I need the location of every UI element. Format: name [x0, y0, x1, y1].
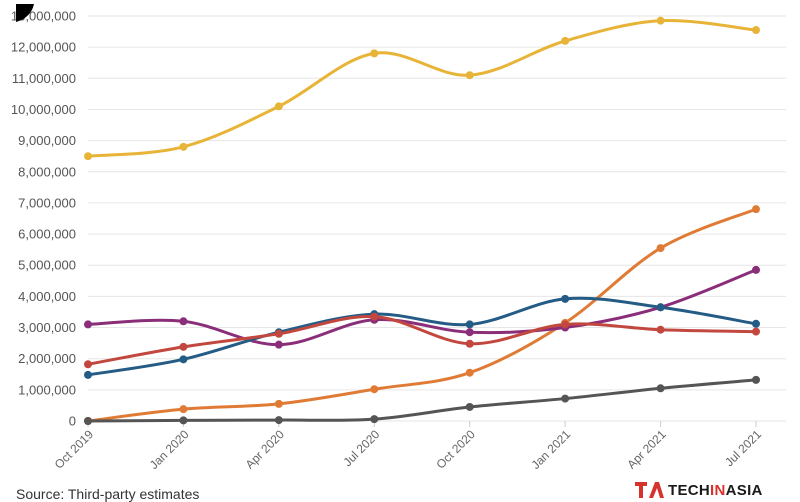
y-tick-label: 4,000,000 [18, 289, 76, 304]
data-point[interactable] [752, 375, 760, 384]
x-tick-label: Apr 2021 [624, 427, 669, 472]
x-tick-label: Jul 2020 [340, 427, 382, 469]
series-line-5 [87, 315, 757, 366]
data-point[interactable] [656, 325, 665, 334]
x-tick-label: Oct 2020 [433, 427, 478, 472]
data-point[interactable] [274, 329, 283, 338]
data-point[interactable] [561, 294, 570, 303]
series-line-6 [87, 378, 757, 423]
data-point[interactable] [752, 265, 760, 274]
series-line-3 [87, 268, 757, 347]
series-line-2 [87, 207, 757, 423]
techinasia-logo-text: TECHINASIA [668, 481, 763, 499]
y-tick-label: 0 [69, 414, 76, 429]
y-tick-label: 7,000,000 [18, 195, 76, 210]
y-tick-label: 12,000,000 [11, 40, 76, 55]
data-point[interactable] [465, 368, 474, 377]
data-point[interactable] [656, 244, 665, 253]
data-point[interactable] [274, 399, 283, 408]
data-point[interactable] [370, 385, 379, 394]
data-point[interactable] [752, 319, 760, 328]
data-point[interactable] [561, 394, 570, 403]
data-point[interactable] [179, 342, 188, 351]
data-point[interactable] [656, 384, 665, 393]
corner-mark-icon [16, 4, 34, 22]
data-point[interactable] [752, 26, 760, 35]
data-point[interactable] [656, 303, 665, 312]
y-tick-label: 2,000,000 [18, 351, 76, 366]
data-point[interactable] [274, 340, 283, 349]
x-tick-label: Jan 2020 [147, 427, 192, 472]
data-point[interactable] [465, 339, 474, 348]
data-point[interactable] [752, 205, 760, 214]
y-tick-label: 5,000,000 [18, 258, 76, 273]
x-tick-label: Jul 2021 [722, 427, 764, 469]
techinasia-logo-icon [635, 482, 664, 498]
y-tick-label: 6,000,000 [18, 227, 76, 242]
data-point[interactable] [656, 16, 665, 25]
x-tick-label: Jan 2021 [528, 427, 573, 472]
y-tick-label: 3,000,000 [18, 320, 76, 335]
data-point[interactable] [465, 71, 474, 80]
data-point[interactable] [561, 36, 570, 45]
data-point[interactable] [561, 320, 570, 329]
y-tick-label: 9,000,000 [18, 133, 76, 148]
data-point[interactable] [465, 328, 474, 337]
data-point[interactable] [274, 102, 283, 111]
data-point[interactable] [84, 370, 92, 379]
y-tick-label: 11,000,000 [12, 71, 76, 86]
x-tick-label: Oct 2019 [52, 427, 97, 472]
data-point[interactable] [84, 320, 92, 329]
data-point[interactable] [84, 360, 92, 369]
series-line-4 [87, 296, 757, 377]
techinasia-logo: TECHINASIA [634, 479, 763, 501]
data-point[interactable] [274, 416, 283, 425]
data-point[interactable] [179, 405, 188, 414]
data-point[interactable] [84, 152, 92, 161]
data-point[interactable] [84, 417, 92, 425]
y-tick-label: 10,000,000 [11, 102, 76, 117]
data-point[interactable] [752, 327, 760, 336]
data-point[interactable] [179, 416, 188, 425]
data-point[interactable] [370, 312, 379, 321]
data-point[interactable] [179, 355, 188, 364]
data-point[interactable] [179, 142, 188, 151]
source-note: Source: Third-party estimates [16, 486, 200, 502]
data-point[interactable] [370, 49, 379, 58]
x-tick-label: Apr 2020 [243, 427, 288, 472]
data-point[interactable] [179, 317, 188, 326]
series-line-1 [87, 18, 757, 158]
y-tick-label: 1,000,000 [18, 382, 76, 397]
data-point[interactable] [465, 320, 474, 329]
data-point[interactable] [465, 402, 474, 411]
data-point[interactable] [370, 415, 379, 424]
y-tick-label: 8,000,000 [18, 164, 76, 179]
